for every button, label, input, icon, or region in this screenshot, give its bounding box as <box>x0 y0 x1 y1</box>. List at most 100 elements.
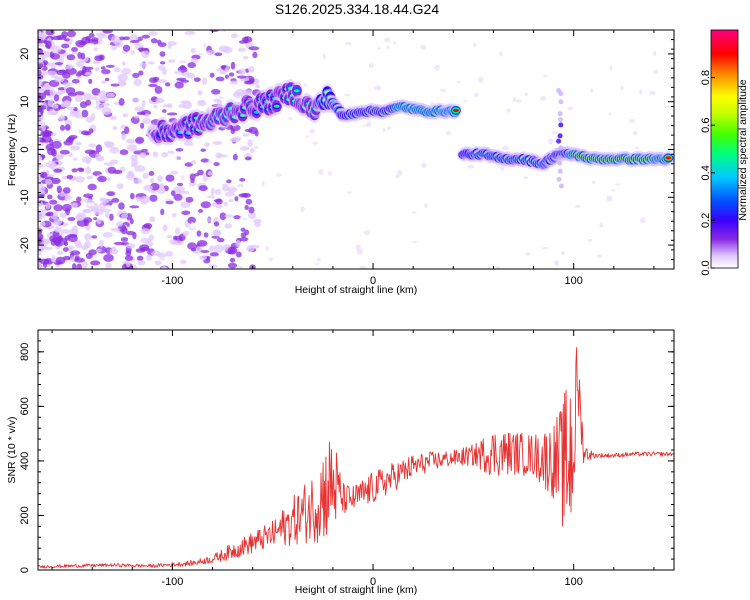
spectrogram-noise-blob <box>90 112 96 121</box>
spectrogram-noise-blob <box>161 151 169 158</box>
spectrogram-noise-blob <box>261 180 265 187</box>
spectrogram-noise-blob <box>94 67 100 72</box>
spectrogram-noise-blob <box>121 61 126 66</box>
spectrogram-noise-blob <box>106 141 115 147</box>
spectrogram-noise-blob <box>125 243 136 249</box>
spectrogram-noise-blob <box>38 189 46 196</box>
spectrogram-noise-blob <box>149 77 158 84</box>
spectrogram-noise-blob <box>249 148 255 154</box>
spectrogram-noise-blob <box>212 141 223 145</box>
spectrogram-noise-blob <box>227 186 238 193</box>
spectrogram-noise-blob <box>139 62 147 69</box>
spectrogram-streak <box>558 99 564 105</box>
spectrogram-noise-blob <box>178 104 186 109</box>
spectrogram-noise-blob <box>87 183 97 191</box>
spectrogram-noise-blob <box>63 100 72 107</box>
spectrogram-noise-blob <box>397 169 403 176</box>
spectrogram-noise-blob <box>649 90 656 96</box>
spectrogram-noise-blob <box>219 212 227 221</box>
spectrogram-noise-blob <box>473 42 477 48</box>
spectrogram-noise-blob <box>192 37 198 43</box>
spectrogram-ridge-core <box>665 156 672 160</box>
spectrogram-noise-blob <box>106 92 115 98</box>
spectrogram-noise-blob <box>200 201 212 209</box>
spectrogram-noise-blob <box>39 220 46 227</box>
spectrogram-noise-blob <box>363 230 371 236</box>
spectrogram-noise-blob <box>177 33 184 38</box>
spectrogram-noise-blob <box>83 217 93 224</box>
spectrogram-noise-blob <box>51 132 56 137</box>
spectrogram-noise-blob <box>346 191 352 194</box>
spectrogram-noise-blob <box>599 222 604 228</box>
spectrogram-noise-blob <box>54 76 65 83</box>
spectrogram-noise-blob <box>184 162 193 167</box>
spectrogram-noise-blob <box>101 69 111 75</box>
spectrogram-noise-blob <box>222 30 226 33</box>
spectrogram-noise-blob <box>322 53 326 60</box>
spectrogram-noise-blob <box>56 250 64 255</box>
spectrogram-noise-blob <box>177 182 184 187</box>
spectrogram-noise-blob <box>74 91 85 96</box>
spectrogram-noise-blob <box>154 260 162 265</box>
spectrogram-noise-blob <box>126 261 131 268</box>
spectrogram-noise-blob <box>129 192 135 200</box>
spectrogram-noise-blob <box>167 150 175 154</box>
spectrogram-noise-blob <box>62 247 69 252</box>
spectrogram-noise-blob <box>653 50 657 57</box>
spectrogram-noise-blob <box>166 235 173 239</box>
spectrogram-noise-blob <box>242 55 249 60</box>
spectrogram-noise-blob <box>248 206 255 214</box>
spectrogram-noise-blob <box>239 237 249 242</box>
spectrogram-noise-blob <box>167 43 172 49</box>
spectrogram-ridge-core <box>293 89 300 93</box>
spectrogram-noise-blob <box>213 98 217 102</box>
spectrogram-noise-blob <box>184 141 194 147</box>
spectrogram-noise-blob <box>190 160 197 165</box>
spectrogram-noise-blob <box>608 112 612 116</box>
spectrogram-noise-blob <box>173 193 183 201</box>
spectrogram-noise-blob <box>86 175 93 180</box>
spectrogram-noise-blob <box>45 212 52 217</box>
spectrogram-noise-blob <box>84 240 91 249</box>
spectrogram-noise-blob <box>202 77 208 86</box>
spectrogram-noise-blob <box>173 185 185 193</box>
spectrogram-noise-blob <box>91 37 99 42</box>
spectrogram-noise-blob <box>109 146 120 154</box>
spectrogram-noise-blob <box>88 143 97 148</box>
spectrogram-noise-blob <box>105 262 112 269</box>
spectrogram-noise-blob <box>101 103 111 107</box>
spectrogram-noise-blob <box>190 47 196 54</box>
spectrogram-noise-blob <box>236 75 247 79</box>
spectrogram-noise-blob <box>202 42 207 48</box>
spectrogram-noise-blob <box>194 250 202 255</box>
spectrogram-noise-blob <box>125 173 136 180</box>
spectrogram-noise-blob <box>84 72 93 76</box>
spectrogram-noise-blob <box>424 203 429 209</box>
spectrogram-noise-blob <box>300 206 305 213</box>
figure-title: S126.2025.334.18.44.G24 <box>275 1 439 17</box>
spectrogram-noise-blob <box>94 55 104 62</box>
spectrogram-noise-blob <box>190 222 195 229</box>
spectrogram-noise-blob <box>355 244 361 251</box>
spectrogram-noise-blob <box>109 213 114 221</box>
spectrogram-noise-blob <box>541 247 549 250</box>
spectrogram-noise-blob <box>38 73 44 80</box>
spectrogram-noise-blob <box>101 80 107 84</box>
spectrogram-noise-blob <box>148 83 158 88</box>
spectrogram-noise-blob <box>224 214 234 218</box>
spectrogram-noise-blob <box>126 230 135 236</box>
spectrogram-noise-blob <box>75 72 82 77</box>
spectrogram-noise-blob <box>54 226 62 233</box>
spectrogram-noise-blob <box>150 38 158 44</box>
spectrogram-noise-blob <box>81 109 89 118</box>
spectrogram-noise-blob <box>38 185 46 192</box>
spectrogram-noise-blob <box>86 202 95 207</box>
spectrogram-noise-blob <box>124 255 133 262</box>
spectrogram-streak <box>557 168 563 174</box>
spectrogram-noise-blob <box>209 252 219 257</box>
spectrogram-noise-blob <box>60 229 71 234</box>
spectrogram-noise-blob <box>157 175 163 182</box>
spectrogram-noise-blob <box>105 210 110 219</box>
spectrogram-noise-blob <box>506 108 511 113</box>
spectrogram-noise-blob <box>233 136 242 142</box>
